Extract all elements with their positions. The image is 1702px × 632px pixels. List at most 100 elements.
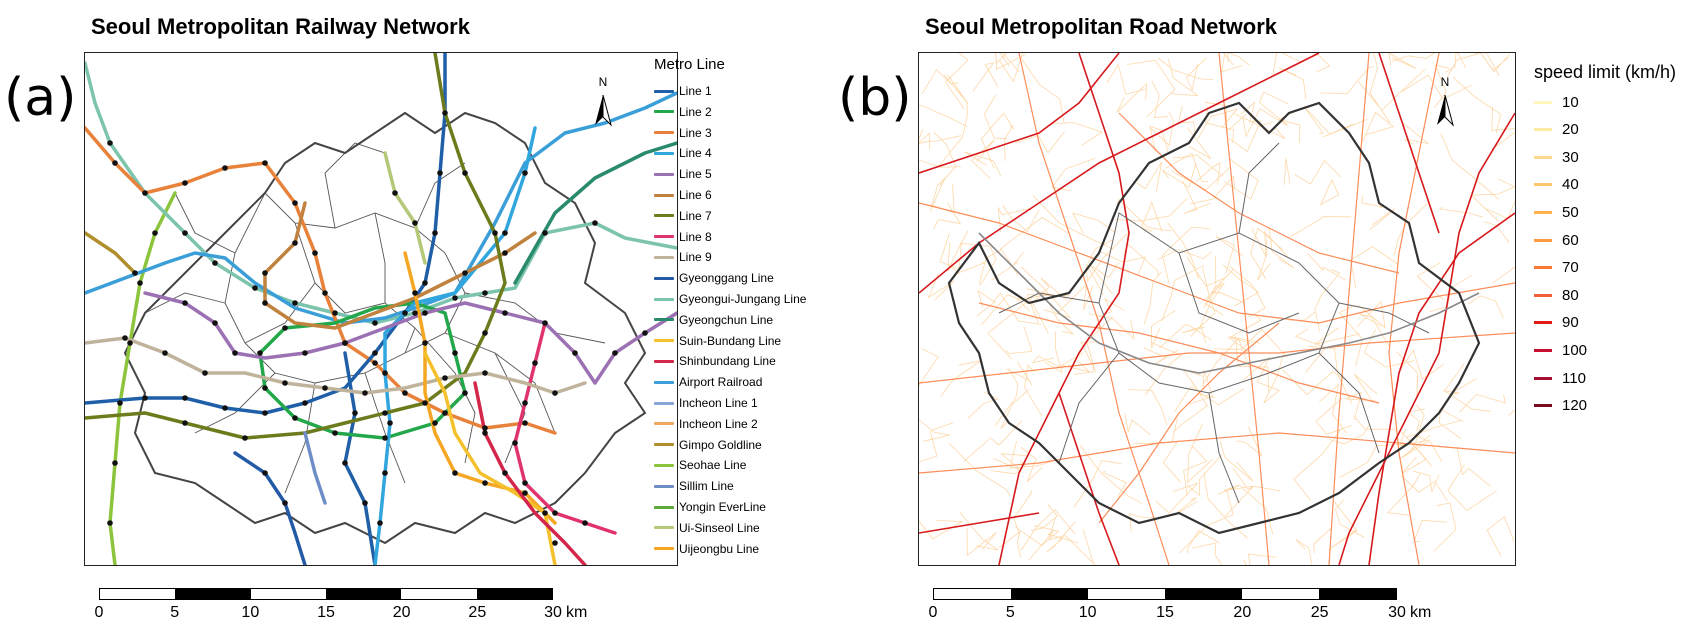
panel-b-title: Seoul Metropolitan Road Network <box>925 14 1278 39</box>
metro-legend-item: Shinbundang Line <box>654 352 776 370</box>
north-label-a: N <box>598 75 608 89</box>
legend-label: 20 <box>1562 121 1579 139</box>
road-map-canvas <box>919 53 1515 565</box>
legend-swatch <box>1534 238 1552 242</box>
speed-legend-item: 10 <box>1534 92 1579 112</box>
road-map: N <box>918 52 1516 566</box>
legend-swatch <box>654 151 674 155</box>
speed-legend-item: 30 <box>1534 147 1579 167</box>
road-seoul-boundary <box>947 101 1481 535</box>
metro-legend-item: Line 6 <box>654 186 712 204</box>
metro-legend-item: Gimpo Goldline <box>654 436 762 454</box>
scale-tick-label: 20 <box>392 604 411 621</box>
legend-label: 80 <box>1562 286 1579 304</box>
legend-swatch <box>654 443 674 447</box>
major-roads <box>919 53 1515 565</box>
han-river <box>978 232 1480 374</box>
north-label-b: N <box>1440 75 1450 89</box>
legend-label: Line 9 <box>679 250 712 265</box>
metro-legend-item: Incheon Line 2 <box>654 415 758 433</box>
legend-label: Line 3 <box>679 125 712 140</box>
legend-label: Incheon Line 1 <box>679 396 758 410</box>
legend-swatch <box>654 484 674 488</box>
legend-swatch <box>654 380 674 384</box>
legend-label: Line 4 <box>679 146 712 161</box>
legend-label: Line 6 <box>679 188 712 202</box>
metro-legend-item: Line 9 <box>654 248 712 266</box>
scale-bar-b-unit: km <box>1410 604 1432 621</box>
legend-swatch <box>654 131 674 135</box>
legend-swatch <box>654 339 674 343</box>
legend-label: 70 <box>1562 259 1579 277</box>
metro-legend-item: Gyeonggang Line <box>654 269 774 287</box>
metro-legend-item: Incheon Line 1 <box>654 394 758 412</box>
metro-legend-item: Seohae Line <box>654 456 746 474</box>
legend-swatch <box>654 214 674 218</box>
legend-label: Line 8 <box>679 229 712 244</box>
north-arrow-a <box>595 94 612 127</box>
scale-bar-a-segments <box>99 588 553 600</box>
scale-bar-a-unit: km <box>566 604 588 621</box>
scale-tick-label: 5 <box>170 604 180 621</box>
legend-label: 50 <box>1562 203 1579 221</box>
legend-label: 40 <box>1562 176 1579 194</box>
seoul-boundary <box>123 111 647 545</box>
legend-swatch <box>654 505 674 509</box>
metro-legend-item: Gyeongchun Line <box>654 311 773 329</box>
scale-bar-a: 0 5 10 15 20 25 30 km <box>95 588 587 628</box>
metro-lines <box>85 53 677 565</box>
legend-label: 90 <box>1562 314 1579 332</box>
scale-tick-label: 10 <box>241 604 260 621</box>
legend-swatch <box>654 110 674 114</box>
legend-swatch <box>1534 376 1552 380</box>
legend-swatch <box>1534 348 1552 352</box>
scale-tick-label: 15 <box>1156 604 1174 621</box>
legend-label: Seohae Line <box>679 458 747 473</box>
scale-tick-label: 30 <box>1388 604 1406 621</box>
legend-swatch <box>654 235 674 239</box>
north-arrow-b <box>1437 94 1454 127</box>
legend-label: Gyeongchun Line <box>679 312 774 327</box>
legend-swatch <box>654 318 674 322</box>
legend-swatch <box>654 193 674 197</box>
scale-tick-label: 0 <box>94 604 104 621</box>
legend-label: Line 5 <box>679 167 712 182</box>
scale-tick-label: 10 <box>1078 604 1097 621</box>
legend-label: 110 <box>1562 369 1586 387</box>
minor-roads <box>919 53 1515 565</box>
panel-a-label: (a) <box>4 68 77 128</box>
scale-tick-label: 25 <box>468 604 487 621</box>
metro-legend-item: Ui-Sinseol Line <box>654 519 760 537</box>
speed-legend-title: speed limit (km/h) <box>1534 62 1677 82</box>
legend-label: Suin-Bundang Line <box>679 333 782 348</box>
legend-swatch <box>654 172 674 176</box>
speed-legend-item: 80 <box>1534 285 1579 305</box>
panel-b-label: (b) <box>838 68 912 128</box>
metro-legend-item: Line 4 <box>654 144 712 162</box>
legend-label: Incheon Line 2 <box>679 416 758 431</box>
scale-bar-b-segments <box>933 588 1397 600</box>
metro-legend-item: Line 5 <box>654 165 712 183</box>
metro-legend-item: Sillim Line <box>654 477 734 495</box>
legend-swatch <box>1534 100 1552 104</box>
metro-legend-item: Yongin EverLine <box>654 498 766 516</box>
station-dots <box>107 110 648 546</box>
legend-label: Ui-Sinseol Line <box>679 520 760 535</box>
legend-swatch <box>654 359 674 363</box>
legend-swatch <box>1534 210 1552 214</box>
legend-swatch <box>654 547 674 551</box>
scale-tick-label: 5 <box>1005 604 1015 621</box>
metro-legend-item: Uijeongbu Line <box>654 540 759 558</box>
legend-label: 100 <box>1562 341 1588 359</box>
metro-legend-item: Suin-Bundang Line <box>654 332 781 350</box>
speed-legend-item: 20 <box>1534 120 1579 140</box>
legend-swatch <box>654 297 674 301</box>
legend-swatch <box>1534 155 1552 159</box>
speed-legend-item: 120 <box>1534 396 1587 416</box>
railway-map: N <box>84 52 678 566</box>
speed-legend-item: 50 <box>1534 202 1579 222</box>
metro-legend-item: Line 3 <box>654 124 712 142</box>
speed-legend-item: 40 <box>1534 175 1579 195</box>
legend-label: Gimpo Goldline <box>679 437 762 452</box>
legend-label: Sillim Line <box>679 479 734 494</box>
